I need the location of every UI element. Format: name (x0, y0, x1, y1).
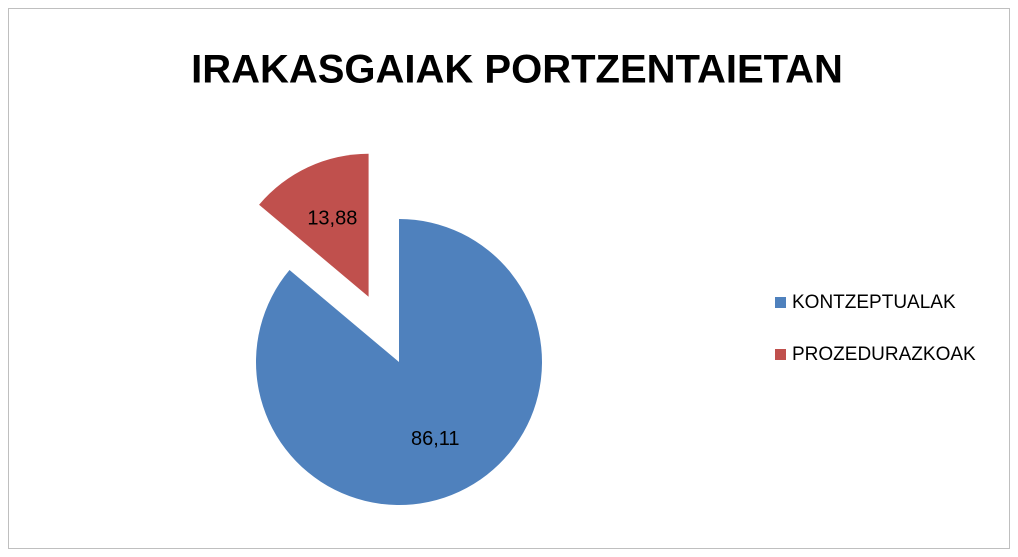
data-label: 86,11 (411, 428, 460, 450)
pie-slice (255, 219, 542, 505)
pie-slice (259, 153, 369, 297)
legend-label: KONTZEPTUALAK (792, 292, 956, 313)
legend-swatch (775, 297, 786, 308)
legend-swatch (775, 349, 786, 360)
legend-label: PROZEDURAZKOAK (792, 344, 976, 365)
data-label: 13,88 (307, 207, 357, 229)
chart-title: IRAKASGAIAK PORTZENTAIETAN (191, 48, 843, 92)
